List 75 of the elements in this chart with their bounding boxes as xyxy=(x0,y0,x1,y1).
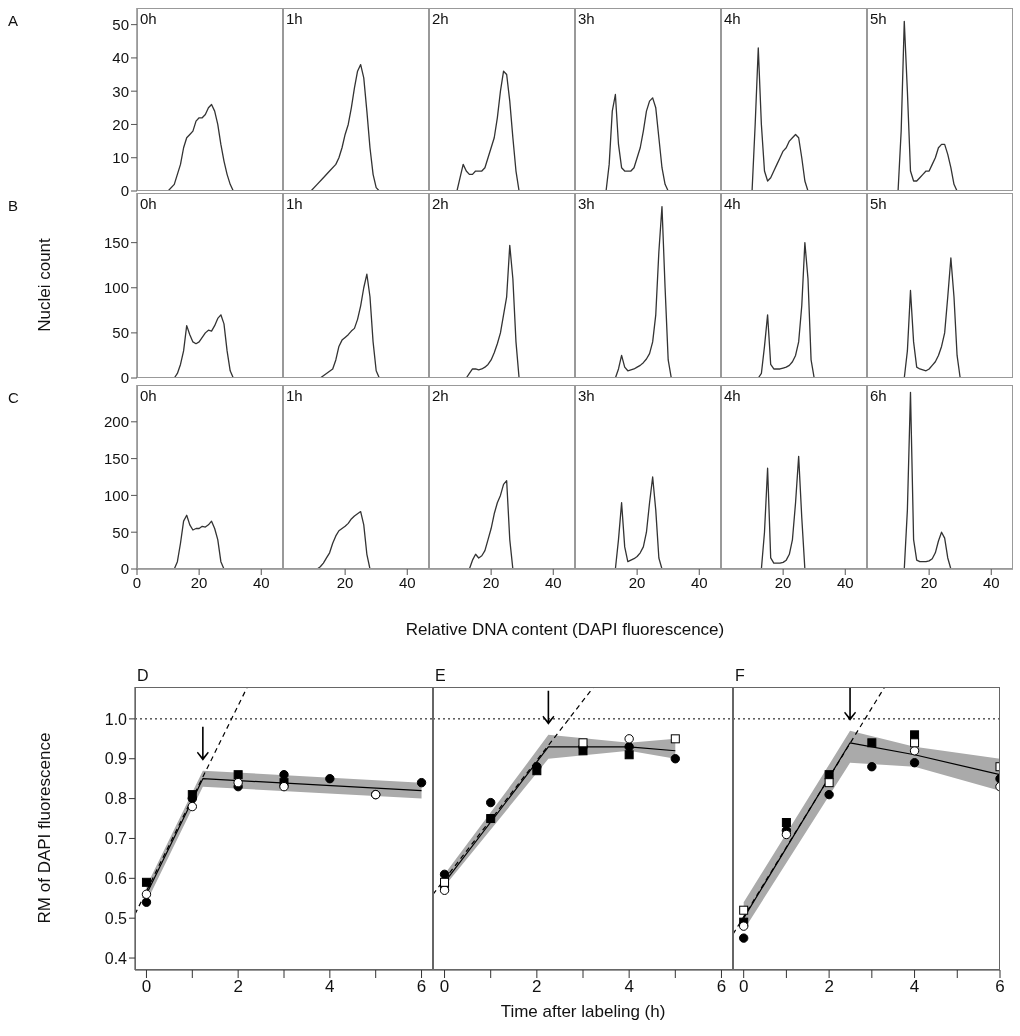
chart-title: 1h xyxy=(286,387,303,404)
chart-title: 6h xyxy=(870,387,887,404)
chart-title: 0h xyxy=(140,387,157,404)
y-axis-title: Nuclei count xyxy=(35,238,55,332)
y-tick-label: 100 xyxy=(103,279,129,297)
y-tick-label: 50 xyxy=(112,15,129,33)
chart-title: 1h xyxy=(286,195,303,212)
y-tick-label: 0.4 xyxy=(104,949,128,967)
y-tick-label: 0 xyxy=(120,182,129,200)
y-tick-label: 0.7 xyxy=(104,830,128,848)
text: C xyxy=(8,389,19,406)
x-tick-label: 2 xyxy=(532,977,542,997)
y-tick-label: 0.6 xyxy=(104,870,128,887)
x-tick-label: 40 xyxy=(690,573,708,591)
x-tick-label: 20 xyxy=(774,573,792,591)
chart-title: 4h xyxy=(724,387,741,404)
x-tick-label: 0 xyxy=(132,573,142,591)
x-tick-label: 20 xyxy=(628,573,646,591)
y-tick-label: 1.0 xyxy=(104,710,128,728)
y-tick-label: 0 xyxy=(120,369,129,387)
x-tick-label: 40 xyxy=(252,573,270,591)
x-tick-label: 2 xyxy=(233,977,243,997)
y-axis-title: RM of DAPI fluorescence xyxy=(35,732,55,924)
chart-title: 5h xyxy=(870,10,887,27)
text: A xyxy=(8,12,19,29)
y-tick-label: 0.9 xyxy=(104,750,128,768)
x-tick-label: 40 xyxy=(836,573,854,591)
y-tick-label: 0.5 xyxy=(104,909,128,927)
y-tick-label: 40 xyxy=(112,49,129,67)
chart-title: 2h xyxy=(432,195,449,212)
chart-title: E xyxy=(435,667,446,685)
x-tick-label: 20 xyxy=(336,573,354,591)
x-tick-label: 20 xyxy=(920,573,938,591)
chart-title: 3h xyxy=(578,387,595,404)
x-tick-label: 6 xyxy=(995,977,1005,997)
chart-title: D xyxy=(137,667,149,685)
chart-title: 3h xyxy=(578,10,595,27)
y-tick-label: 10 xyxy=(112,149,129,167)
x-tick-label: 4 xyxy=(325,977,335,997)
y-tick-label: 20 xyxy=(112,115,129,133)
chart-title: 2h xyxy=(432,387,449,404)
x-tick-label: 40 xyxy=(398,573,416,591)
chart-title: F xyxy=(735,667,745,685)
chart-title: 3h xyxy=(578,195,595,212)
x-axis-title: Relative DNA content (DAPI fluorescence) xyxy=(405,620,725,640)
chart-title: 2h xyxy=(432,10,449,27)
x-axis-title: Time after labeling (h) xyxy=(500,1002,666,1022)
x-tick-label: 40 xyxy=(982,573,1000,591)
y-tick-label: 0 xyxy=(120,560,129,578)
chart-title: 0h xyxy=(140,10,157,27)
x-tick-label: 6 xyxy=(716,977,727,997)
chart-title: 4h xyxy=(724,10,741,27)
y-tick-label: 100 xyxy=(103,486,129,504)
x-tick-label: 2 xyxy=(824,977,834,997)
x-tick-label: 40 xyxy=(544,573,562,591)
y-tick-label: 50 xyxy=(112,324,129,342)
text: B xyxy=(8,197,19,214)
y-tick-label: 200 xyxy=(103,413,129,431)
x-tick-label: 0 xyxy=(439,977,450,997)
chart-title: 4h xyxy=(724,195,741,212)
chart-title: 0h xyxy=(140,195,157,212)
y-tick-label: 150 xyxy=(103,233,129,251)
y-tick-label: 50 xyxy=(112,523,129,541)
x-tick-label: 20 xyxy=(482,573,500,591)
y-tick-label: 30 xyxy=(112,82,129,100)
x-tick-label: 0 xyxy=(738,977,749,997)
x-tick-label: 4 xyxy=(909,977,920,997)
y-tick-label: 0.8 xyxy=(104,790,128,808)
y-tick-label: 150 xyxy=(103,449,129,467)
chart-title: 1h xyxy=(286,10,303,27)
x-tick-label: 4 xyxy=(624,977,634,997)
x-tick-label: 0 xyxy=(141,977,152,997)
x-tick-label: 6 xyxy=(416,977,427,997)
x-tick-label: 20 xyxy=(190,573,208,591)
chart-title: 5h xyxy=(870,195,887,212)
